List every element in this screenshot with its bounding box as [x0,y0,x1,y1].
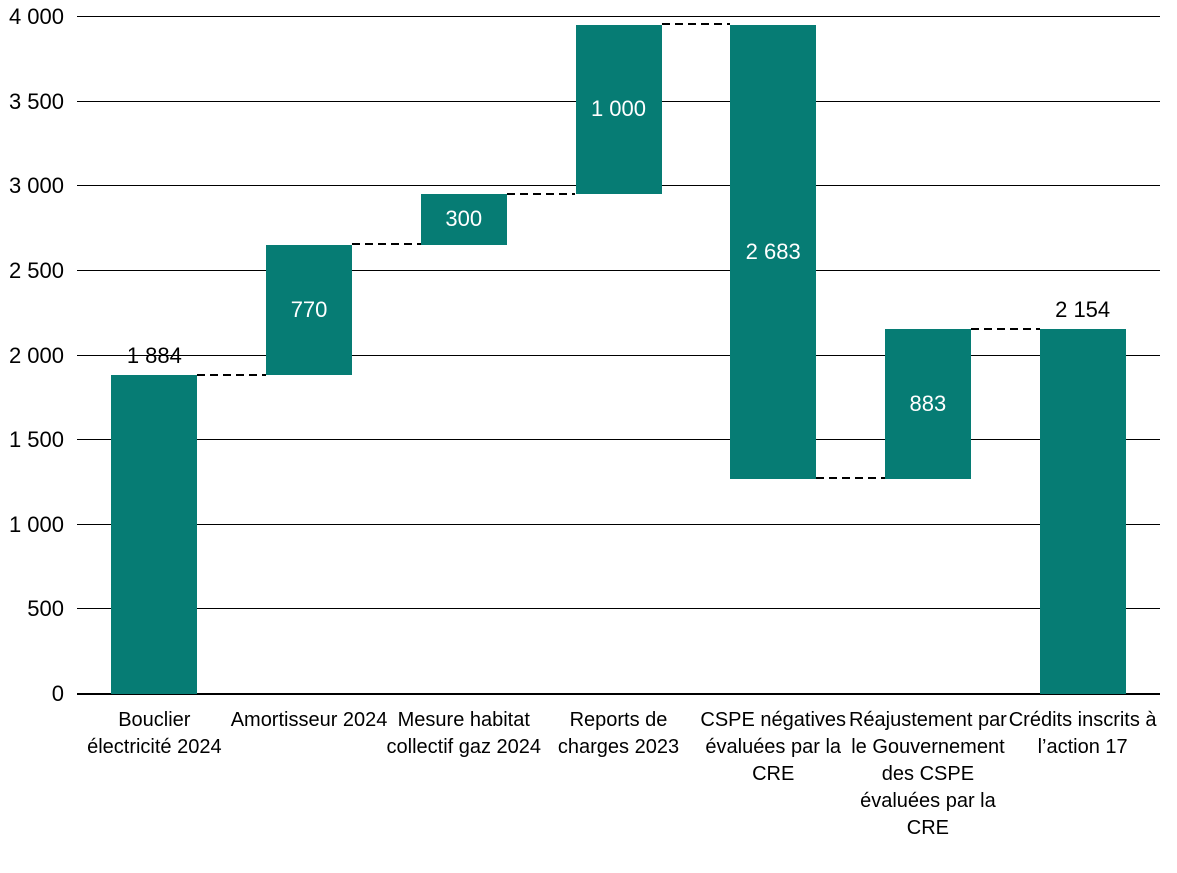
y-axis-tick-label: 1 500 [8,427,64,453]
connector-line [506,192,576,195]
x-axis-category-label: Bouclier électricité 2024 [87,709,222,758]
bar-value-label: 770 [290,296,328,322]
bar [730,24,817,479]
x-axis-category-label: CSPE négatives évaluées par la CRE [700,709,847,785]
y-axis-tick-label: 500 [27,596,64,622]
bar [1039,329,1126,694]
gridline [77,354,1160,356]
connector-line [197,373,267,376]
x-axis-category-label: Réajustement par le Gouvernement des CSP… [848,709,1007,839]
gridline [77,269,1160,271]
x-axis-category-label: Amortisseur 2024 [230,709,388,731]
connector-line [970,327,1040,330]
bar-value-label: 1 884 [126,343,182,369]
x-axis-category-label: Mesure habitat collectif gaz 2024 [386,709,542,758]
bar-value-label: 1 000 [590,96,647,122]
gridline [77,693,1160,695]
y-axis-tick-label: 1 000 [8,511,64,537]
x-axis-category-label: Reports de charges 2023 [557,709,680,758]
x-axis-category-label: Crédits inscrits à l’action 17 [1008,709,1157,758]
y-axis-tick-label: 2 500 [8,257,64,283]
bar-value-label: 2 683 [745,238,801,264]
connector-line [816,477,885,480]
bar [884,329,971,479]
connector-line [352,243,421,246]
bar [266,244,353,376]
bar-value-label: 2 154 [1055,297,1111,323]
gridline [77,523,1160,525]
y-axis-tick-label: 2 000 [8,342,64,368]
connector-line [661,23,731,26]
gridline [77,16,1160,17]
bar-value-label: 300 [445,206,483,232]
y-axis-tick-label: 4 000 [8,4,64,29]
y-axis-tick-label: 3 500 [8,88,64,114]
bar [111,375,198,694]
gridline [77,439,1160,441]
bar [575,24,662,195]
bar [420,194,507,245]
y-axis-tick-label: 3 000 [8,173,64,199]
y-axis-tick-label: 0 [51,681,64,706]
bar-value-label: 883 [909,391,947,417]
gridline [77,608,1160,610]
